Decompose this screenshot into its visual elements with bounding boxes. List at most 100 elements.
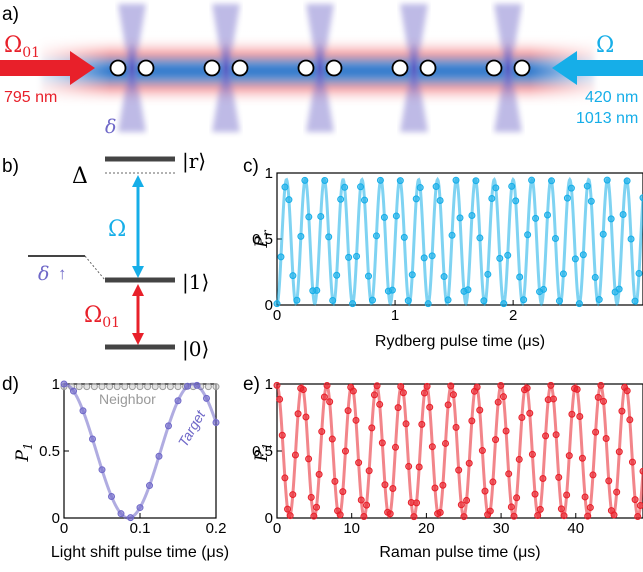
y-tick-label: 1 — [52, 376, 60, 393]
rydberg-point — [388, 286, 396, 294]
rydberg-point — [424, 300, 432, 308]
raman-point — [578, 454, 586, 462]
rydberg-point — [392, 212, 400, 220]
x-tick-label: 20 — [418, 520, 435, 537]
raman-point — [489, 478, 497, 486]
rydberg-point — [273, 300, 281, 308]
tweezer-beam — [118, 4, 146, 132]
rydberg-point — [293, 296, 301, 304]
target-point — [203, 394, 210, 402]
rydberg-point — [631, 297, 639, 305]
tweezer-beam — [306, 4, 334, 132]
rydberg-point — [412, 195, 420, 203]
rydberg-point — [528, 176, 536, 184]
raman-point — [610, 511, 618, 519]
rydberg-point — [607, 215, 615, 223]
rydberg-point — [551, 234, 559, 242]
raman-point — [468, 417, 476, 425]
raman-point — [415, 463, 423, 471]
wavelength-1013: 1013 nm — [576, 110, 638, 127]
rydberg-point — [305, 213, 313, 221]
panel-e-ylabel: P1 — [252, 442, 274, 462]
rydberg-point — [444, 296, 452, 304]
x-tick-label: 10 — [343, 520, 360, 537]
rydberg-point — [500, 300, 508, 308]
target-point — [108, 492, 115, 500]
raman-point — [281, 474, 289, 482]
raman-point — [623, 387, 631, 395]
rydberg-point — [333, 271, 341, 279]
raman-point — [331, 477, 339, 485]
raman-point — [352, 416, 360, 424]
raman-point — [370, 391, 378, 399]
atom-array — [109, 59, 531, 77]
tweezer-beam — [494, 4, 522, 132]
raman-point — [513, 494, 521, 502]
rydberg-point — [619, 211, 627, 219]
target-point — [193, 381, 201, 389]
rydberg-point — [325, 233, 333, 241]
rydberg-point — [376, 176, 384, 184]
rydberg-point — [496, 254, 504, 262]
panel-d-xlabel: Light shift pulse time (μs) — [51, 544, 229, 561]
rydberg-point — [504, 251, 512, 259]
raman-point — [539, 474, 547, 482]
rydberg-point — [361, 196, 369, 204]
omega-transition-arrowhead-down — [132, 266, 144, 278]
neighbor-point — [113, 383, 121, 391]
rydberg-point — [472, 177, 480, 185]
rydberg-point — [317, 212, 325, 220]
raman-point — [510, 512, 518, 520]
raman-point — [589, 471, 597, 479]
target-point — [89, 435, 96, 443]
rydberg-point — [448, 231, 456, 239]
rydberg-point — [301, 176, 309, 184]
raman-point — [328, 435, 336, 443]
raman-point — [639, 467, 643, 475]
rydberg-point — [329, 296, 337, 304]
raman-point — [276, 395, 284, 403]
raman-point — [399, 389, 407, 397]
raman-point — [373, 382, 381, 390]
rydberg-point — [480, 297, 488, 305]
raman-point — [299, 386, 307, 394]
raman-point — [497, 381, 505, 389]
raman-point — [523, 384, 531, 392]
raman-point — [318, 428, 326, 436]
raman-point — [605, 477, 613, 485]
x-tick-label: 0.1 — [130, 520, 151, 537]
x-tick-label: 40 — [567, 520, 584, 537]
tweezer-beam — [212, 4, 240, 132]
panel-e: e) P1 0 10 20 30 40 0 0.5 1 Raman pulse time (μ… — [243, 374, 643, 561]
rydberg-point — [492, 184, 500, 192]
rydberg-point — [567, 184, 575, 192]
raman-point — [420, 389, 428, 397]
raman-point — [563, 491, 571, 499]
x-tick-label: 0 — [273, 307, 281, 324]
atom — [325, 59, 343, 77]
target-point — [70, 387, 77, 395]
atom — [513, 59, 531, 77]
rydberg-point — [623, 177, 631, 185]
rydberg-point — [337, 195, 345, 203]
atom — [419, 59, 437, 77]
raman-point — [320, 393, 328, 401]
rydberg-point — [436, 196, 444, 204]
rydberg-point — [416, 184, 424, 192]
rydberg-point — [599, 230, 607, 238]
x-tick-label: 30 — [493, 520, 510, 537]
omega01-transition-arrowhead-down — [132, 333, 144, 345]
raman-point — [436, 509, 444, 517]
raman-point — [449, 391, 457, 399]
rydberg-point — [520, 296, 528, 304]
raman-point — [557, 505, 565, 513]
atom — [137, 59, 155, 77]
raman-point — [452, 423, 460, 431]
raman-point — [428, 443, 436, 451]
raman-point — [355, 459, 363, 467]
omega-transition-arrowhead-up — [132, 175, 144, 187]
rydberg-point — [289, 272, 297, 280]
raman-point — [302, 413, 310, 421]
neighbor-annotation: Neighbor — [99, 391, 156, 407]
raman-point — [447, 382, 455, 390]
